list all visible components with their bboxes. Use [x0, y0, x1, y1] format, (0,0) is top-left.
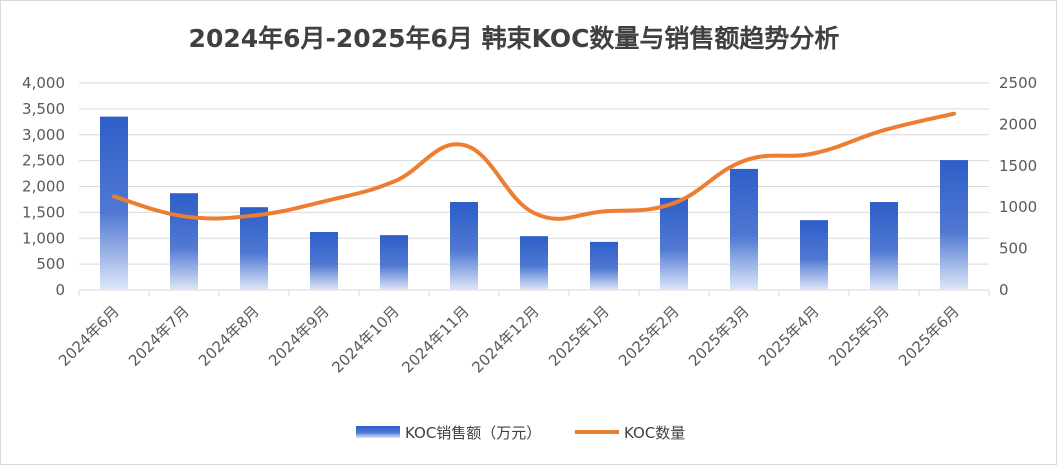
x-axis-category-label: 2024年6月: [55, 302, 123, 370]
bar: [310, 232, 338, 290]
right-axis: 0 500 1000 1500 2000 2500: [999, 74, 1037, 299]
bar: [520, 236, 548, 290]
left-axis-tick-label: 1,500: [22, 203, 65, 221]
x-axis-category-label: 2025年4月: [755, 302, 823, 370]
left-axis-tick-label: 3,000: [22, 126, 65, 144]
bar: [660, 197, 688, 290]
left-axis-tick-label: 2,000: [22, 178, 65, 196]
right-axis-tick-label: 500: [999, 240, 1028, 258]
line-series: [112, 111, 956, 221]
bar: [590, 241, 618, 290]
left-axis-tick-label: 500: [36, 255, 65, 273]
x-axis-category-label: 2025年5月: [825, 302, 893, 370]
legend-bar-swatch: [356, 426, 400, 438]
bar: [870, 202, 898, 290]
legend: KOC销售额（万元） KOC数量: [356, 424, 685, 442]
bar: [940, 160, 968, 290]
bar: [800, 220, 828, 290]
chart-title: 2024年6月-2025年6月 韩束KOC数量与销售额趋势分析: [189, 24, 840, 53]
x-axis-category-label: 2025年1月: [545, 302, 613, 370]
gridlines: [78, 82, 990, 296]
bar: [450, 202, 478, 290]
left-axis-tick-label: 3,500: [22, 100, 65, 118]
x-axis-category-label: 2025年2月: [615, 302, 683, 370]
x-axis-category-label: 2024年10月: [328, 302, 402, 376]
right-axis-tick-label: 0: [999, 281, 1009, 299]
right-axis-tick-label: 1000: [999, 198, 1037, 216]
left-axis-tick-label: 2,500: [22, 152, 65, 170]
left-axis-tick-label: 4,000: [22, 74, 65, 92]
bar-series: [100, 116, 968, 290]
koc-count-line: [112, 111, 956, 221]
bar: [730, 168, 758, 290]
bar: [380, 235, 408, 290]
x-axis-category-label: 2024年8月: [195, 302, 263, 370]
left-axis-tick-label: 1,000: [22, 229, 65, 247]
x-axis-category-label: 2025年6月: [895, 302, 963, 370]
x-axis-category-label: 2024年9月: [265, 302, 333, 370]
x-axis-category-label: 2024年11月: [398, 302, 472, 376]
x-axis-category-label: 2025年3月: [685, 302, 753, 370]
legend-line-label: KOC数量: [624, 424, 685, 442]
bar: [170, 193, 198, 290]
right-axis-tick-label: 2000: [999, 115, 1037, 133]
x-axis-category-label: 2024年7月: [125, 302, 193, 370]
right-axis-tick-label: 2500: [999, 74, 1037, 92]
right-axis-tick-label: 1500: [999, 157, 1037, 175]
x-axis: 2024年6月 2024年7月 2024年8月 2024年9月2024年10月2024…: [55, 302, 963, 376]
left-axis-tick-label: 0: [55, 281, 65, 299]
legend-bar-label: KOC销售额（万元）: [405, 424, 541, 442]
bar: [100, 116, 128, 290]
bar: [240, 207, 268, 290]
left-axis: 0 500 1,000 1,500 2,000 2,500 3,000 3,500 4,000: [22, 74, 65, 299]
x-axis-category-label: 2024年12月: [468, 302, 542, 376]
